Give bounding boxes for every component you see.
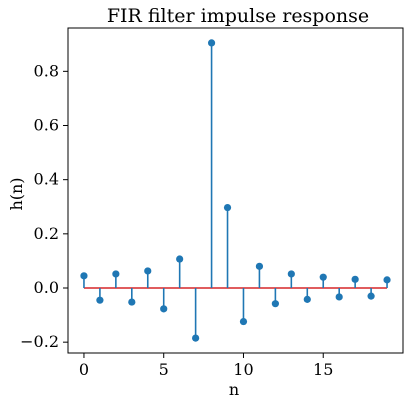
stem-marker	[351, 275, 359, 283]
stem-marker	[112, 270, 120, 278]
y-tick-label: 0.8	[34, 61, 59, 80]
x-tick-label: 15	[313, 360, 333, 379]
stem-marker	[303, 295, 311, 303]
stem-marker	[80, 272, 88, 280]
y-tick-label: 0.2	[34, 224, 59, 243]
x-tick-label: 0	[79, 360, 89, 379]
x-axis-label: n	[229, 380, 239, 399]
stem-marker	[207, 39, 216, 47]
y-axis-label: h(n)	[7, 177, 26, 210]
stem-marker	[287, 270, 295, 278]
stem-marker	[383, 276, 391, 284]
stem-marker	[128, 298, 136, 306]
stem-marker	[176, 255, 184, 263]
stem-marker	[96, 296, 104, 304]
x-tick-label: 5	[159, 360, 169, 379]
stem-marker	[319, 273, 327, 281]
stem-marker	[271, 300, 279, 308]
y-tick-label: 0.4	[34, 170, 59, 189]
stem-marker	[335, 293, 343, 301]
stem-marker	[160, 305, 168, 313]
x-tick-label: 10	[233, 360, 253, 379]
y-tick-label: 0.0	[34, 278, 59, 297]
y-tick-label: 0.6	[34, 116, 59, 135]
plot-area: 0 5 10 15 −0.2 0.0 0.2 0.4 0.6 0.8	[20, 27, 404, 379]
stem-marker	[367, 292, 375, 300]
plot-frame	[67, 27, 404, 354]
chart-title: FIR filter impulse response	[107, 5, 369, 27]
stem-marker	[223, 203, 232, 212]
stem-marker	[239, 317, 248, 326]
y-tick-label: −0.2	[20, 332, 59, 351]
stem-marker	[144, 267, 152, 275]
stem-marker	[192, 334, 200, 342]
stem-marker	[255, 262, 264, 270]
